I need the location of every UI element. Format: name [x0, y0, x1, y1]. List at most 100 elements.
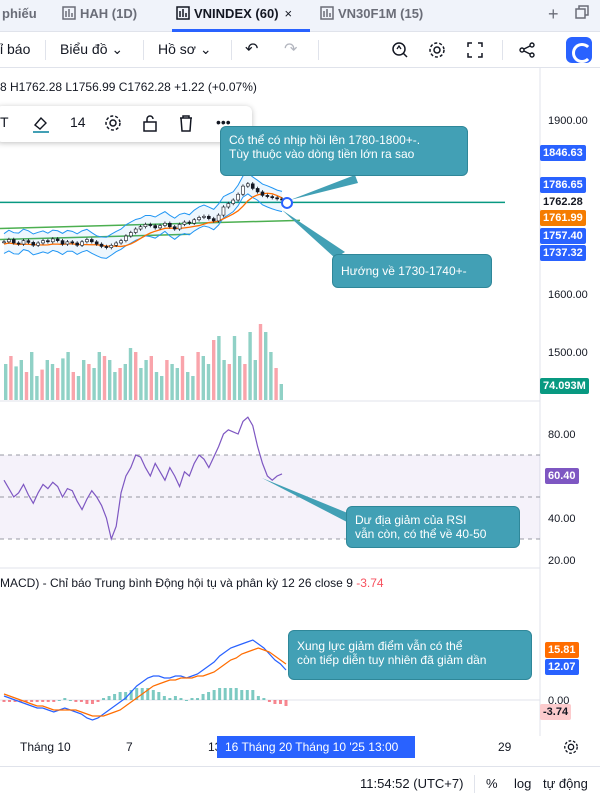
profile-label: Hồ sơ: [158, 41, 196, 57]
macd-histogram-bar: [107, 696, 111, 700]
tab-vn30f1m[interactable]: VN30F1M (15): [320, 6, 423, 23]
volume-bar: [118, 368, 122, 400]
chart-type-button[interactable]: Biểu đồ ⌄: [60, 41, 123, 58]
undo-icon[interactable]: ↶: [245, 41, 259, 58]
candle-body: [85, 239, 89, 243]
macd-histogram-bar: [35, 700, 39, 702]
log-toggle[interactable]: log: [514, 776, 532, 791]
volume-bar: [154, 372, 159, 400]
chevron-down-icon: ⌄: [199, 41, 212, 57]
annotation-callout-middle[interactable]: Hướng về 1730-1740+-: [332, 254, 492, 288]
candle-body: [129, 232, 133, 237]
candle-body: [99, 243, 104, 247]
gear-icon[interactable]: [104, 114, 122, 135]
candle-body: [16, 242, 21, 245]
macd-histogram-bar: [63, 698, 67, 700]
candle-body: [109, 244, 114, 248]
candle-body: [221, 206, 226, 216]
time-label: Tháng 10: [20, 740, 71, 754]
volume-bar: [269, 352, 273, 400]
candle-body: [275, 197, 279, 200]
macd-legend: MACD) - Chỉ báo Trung bình Động hội tụ v…: [0, 576, 384, 590]
status-bar: 11:54:52 (UTC+7) % log tự động: [0, 766, 600, 800]
tab-label: VNINDEX (60): [194, 6, 279, 21]
macd-histogram-bar: [68, 700, 72, 701]
annotation-callout-top[interactable]: Có thể có nhịp hồi lên 1780-1800+-. Tùy …: [220, 126, 468, 176]
indicators-button[interactable]: ỉ báo: [0, 41, 31, 57]
unlock-icon[interactable]: [142, 114, 158, 135]
redo-icon[interactable]: ↷: [284, 41, 298, 58]
candle-body: [65, 241, 70, 245]
candle-body: [187, 221, 192, 224]
add-tab-icon[interactable]: +: [548, 4, 559, 24]
candle-body: [89, 239, 94, 243]
bollinger-fill: [4, 172, 282, 259]
tab-hah[interactable]: HAH (1D): [62, 6, 137, 23]
divider: [143, 40, 144, 60]
candle-body: [226, 203, 231, 208]
macd-histogram-bar: [79, 700, 83, 702]
trash-icon[interactable]: [178, 114, 194, 135]
macd-histogram-bar: [162, 696, 166, 700]
candle-body: [168, 222, 172, 228]
volume-bar: [253, 360, 257, 400]
percent-toggle[interactable]: %: [486, 776, 498, 791]
macd-line-tag: 12.07: [545, 659, 579, 675]
volume-bar: [14, 366, 18, 400]
profile-button[interactable]: Hồ sơ ⌄: [158, 41, 212, 58]
volume-bar: [82, 360, 86, 400]
app-logo[interactable]: [566, 37, 592, 63]
price-tag: 1786.65: [540, 177, 586, 193]
restore-window-icon[interactable]: [574, 4, 590, 27]
price-tag: 1846.63: [540, 145, 586, 161]
candle-body: [80, 241, 84, 246]
volume-bar: [243, 364, 247, 400]
candle-body: [31, 242, 36, 246]
rsi-axis-label: 20.00: [548, 555, 576, 567]
candlestick-icon: [176, 6, 190, 23]
macd-histogram-bar: [207, 692, 211, 700]
annotation-callout-rsi[interactable]: Dư địa giảm của RSI vẫn còn, có thể về 4…: [346, 506, 520, 548]
candle-body: [70, 241, 75, 244]
macd-histogram-bar: [273, 700, 277, 704]
macd-histogram-bar: [201, 694, 205, 700]
tab-phieu[interactable]: phiếu: [2, 6, 37, 21]
time-highlight-label: 16 Tháng 20 Tháng 10 '25 13:00: [225, 740, 399, 754]
alert-icon[interactable]: [391, 41, 409, 62]
macd-histogram-bar: [74, 700, 78, 702]
volume-bar: [50, 364, 55, 400]
fill-color-icon[interactable]: [30, 114, 50, 137]
volume-bar: [113, 372, 117, 400]
time-range-highlight: 16 Tháng 20 Tháng 10 '25 13:00: [217, 736, 415, 758]
tab-label: VN30F1M (15): [338, 6, 424, 21]
volume-bar: [102, 356, 107, 400]
volume-bar: [108, 360, 112, 400]
price-axis-label: 1600.00: [548, 289, 588, 301]
macd-histogram-bar: [212, 690, 216, 700]
macd-histogram-bar: [179, 698, 183, 700]
bollinger-upper: [3, 172, 283, 238]
auto-scale-toggle[interactable]: tự động: [543, 776, 588, 791]
candle-body: [177, 224, 182, 230]
candle-body: [158, 225, 162, 229]
font-size-selector[interactable]: 14: [70, 114, 86, 130]
volume-bar: [9, 356, 13, 400]
macd-histogram-bar: [223, 688, 227, 700]
candle-body: [192, 219, 197, 224]
volume-bar: [61, 358, 65, 400]
share-icon[interactable]: [518, 41, 536, 62]
tab-vnindex[interactable]: VNINDEX (60) ×: [176, 6, 292, 23]
fullscreen-icon[interactable]: [466, 41, 484, 62]
candle-body: [21, 240, 26, 245]
close-icon[interactable]: ×: [284, 6, 293, 21]
volume-bar: [222, 360, 226, 400]
macd-histogram-bar: [24, 700, 28, 702]
moving-average: [3, 192, 283, 248]
text-tool-icon[interactable]: T: [0, 114, 9, 130]
macd-histogram-bar: [41, 700, 45, 702]
gear-icon[interactable]: [428, 41, 446, 62]
settings-gear-icon[interactable]: [563, 739, 579, 760]
volume-bar: [279, 384, 283, 400]
annotation-callout-macd[interactable]: Xung lực giảm điểm vẫn có thể còn tiếp d…: [288, 630, 532, 680]
macd-histogram-bar: [90, 700, 94, 704]
